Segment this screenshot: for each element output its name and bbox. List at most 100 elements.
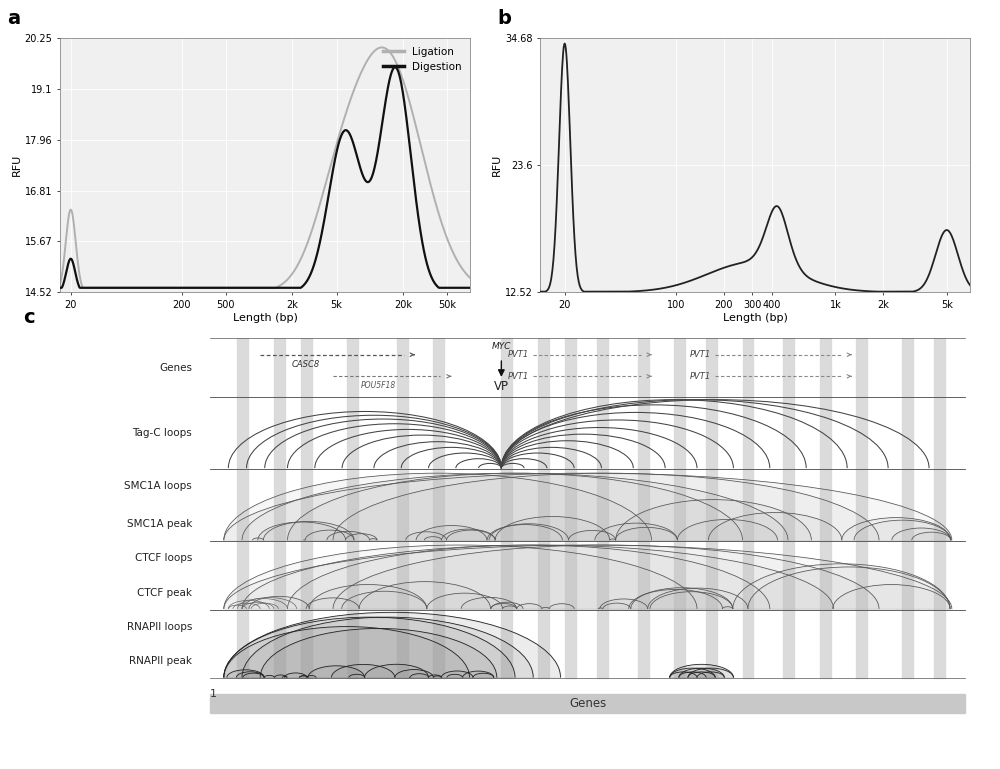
Bar: [820, 469, 831, 541]
Bar: [347, 469, 358, 541]
Bar: [565, 397, 576, 469]
Text: Tag-C loops: Tag-C loops: [132, 428, 192, 438]
Bar: [674, 469, 685, 541]
Bar: [501, 541, 512, 610]
Bar: [237, 338, 248, 397]
Bar: [674, 397, 685, 469]
Bar: [934, 338, 945, 397]
Bar: [674, 610, 685, 678]
Bar: [742, 338, 753, 397]
Bar: [820, 338, 831, 397]
Bar: [902, 469, 913, 541]
Bar: [301, 541, 312, 610]
Bar: [433, 610, 444, 678]
Bar: [742, 397, 753, 469]
Bar: [706, 541, 717, 610]
Bar: [397, 338, 408, 397]
Bar: [706, 397, 717, 469]
Bar: [856, 610, 867, 678]
Bar: [820, 397, 831, 469]
Bar: [820, 610, 831, 678]
Bar: [674, 541, 685, 610]
Bar: [597, 338, 608, 397]
Bar: [274, 338, 285, 397]
Legend: Ligation, Digestion: Ligation, Digestion: [380, 44, 465, 75]
X-axis label: Length (bp): Length (bp): [723, 313, 787, 323]
Bar: [347, 338, 358, 397]
Bar: [856, 397, 867, 469]
Bar: [301, 610, 312, 678]
Bar: [638, 469, 649, 541]
Bar: [397, 610, 408, 678]
Bar: [274, 541, 285, 610]
Bar: [820, 541, 831, 610]
Bar: [538, 469, 549, 541]
X-axis label: Length (bp): Length (bp): [233, 313, 297, 323]
Bar: [638, 610, 649, 678]
Bar: [706, 610, 717, 678]
Bar: [501, 338, 512, 397]
Text: PVT1: PVT1: [689, 350, 711, 359]
Bar: [565, 541, 576, 610]
Bar: [237, 469, 248, 541]
Bar: [783, 338, 794, 397]
Bar: [597, 469, 608, 541]
Bar: [397, 469, 408, 541]
Bar: [538, 397, 549, 469]
Bar: [674, 338, 685, 397]
Bar: [902, 610, 913, 678]
Bar: [433, 397, 444, 469]
Bar: [237, 541, 248, 610]
Bar: [934, 610, 945, 678]
Bar: [501, 469, 512, 541]
Bar: [347, 610, 358, 678]
Bar: [538, 541, 549, 610]
Bar: [934, 397, 945, 469]
Bar: [742, 610, 753, 678]
Text: Genes: Genes: [159, 362, 192, 372]
Bar: [237, 397, 248, 469]
Bar: [783, 397, 794, 469]
Bar: [565, 610, 576, 678]
Bar: [210, 694, 965, 713]
Bar: [565, 469, 576, 541]
Bar: [274, 469, 285, 541]
Bar: [237, 610, 248, 678]
Bar: [501, 397, 512, 469]
Text: PVT1: PVT1: [507, 350, 529, 359]
Bar: [501, 610, 512, 678]
Bar: [706, 469, 717, 541]
Bar: [597, 397, 608, 469]
Bar: [638, 541, 649, 610]
Bar: [397, 397, 408, 469]
Text: CTCF peak: CTCF peak: [137, 588, 192, 598]
Text: RNAPII peak: RNAPII peak: [129, 656, 192, 666]
Text: SMC1A loops: SMC1A loops: [124, 481, 192, 491]
Bar: [301, 397, 312, 469]
Bar: [597, 610, 608, 678]
Text: PVT1: PVT1: [507, 371, 529, 381]
Text: PVT1: PVT1: [689, 371, 711, 381]
Y-axis label: RFU: RFU: [12, 155, 22, 176]
Bar: [902, 541, 913, 610]
Text: MYC: MYC: [492, 342, 511, 351]
Bar: [565, 338, 576, 397]
Bar: [597, 541, 608, 610]
Bar: [538, 338, 549, 397]
Bar: [783, 610, 794, 678]
Bar: [856, 541, 867, 610]
Bar: [274, 397, 285, 469]
Bar: [638, 397, 649, 469]
Bar: [856, 469, 867, 541]
Bar: [301, 469, 312, 541]
Text: CASC8: CASC8: [292, 360, 320, 369]
Text: c: c: [24, 308, 35, 327]
Y-axis label: RFU: RFU: [492, 155, 502, 176]
Bar: [902, 397, 913, 469]
Bar: [347, 541, 358, 610]
Text: a: a: [7, 9, 20, 28]
Text: POU5F18: POU5F18: [361, 381, 396, 391]
Bar: [742, 469, 753, 541]
Bar: [301, 338, 312, 397]
Bar: [783, 541, 794, 610]
